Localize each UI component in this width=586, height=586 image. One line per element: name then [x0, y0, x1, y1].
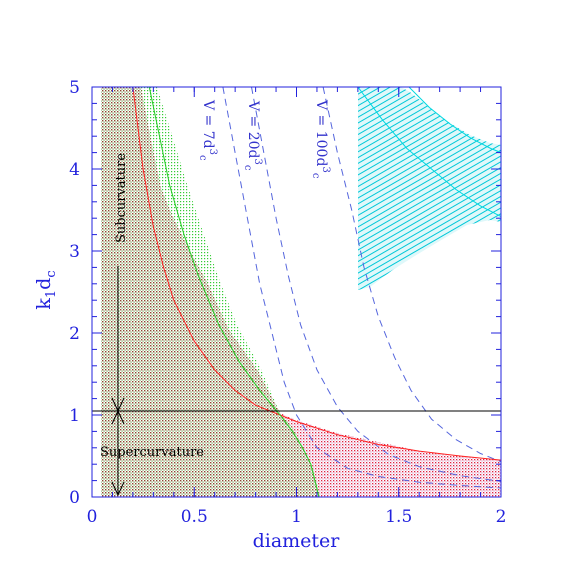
- series-line-0: [222, 87, 501, 489]
- curves-layer: [132, 87, 501, 497]
- x-axis-title: diameter: [253, 530, 341, 552]
- volume-label-1: V = 20d3c: [242, 100, 263, 171]
- cyan-hatched-region: [358, 87, 501, 290]
- y-axis-title-d: d: [33, 278, 55, 290]
- y-tick-label: 3: [69, 242, 80, 262]
- annotation-arrows: [111, 266, 125, 497]
- x-tick-label: 0: [87, 507, 98, 527]
- ticks-layer: 0 0.5 1 1.5 2 0 1 2 3 4 5: [69, 78, 506, 527]
- y-tick-label: 2: [69, 324, 80, 344]
- series-line-1: [251, 87, 501, 482]
- svg-text:k1dc: k1dc: [33, 270, 59, 309]
- x-tick-label: 1: [291, 507, 302, 527]
- green-shaded-region: [137, 87, 280, 413]
- volume-labels: V = 7d3c V = 20d3c V = 100d3c: [197, 99, 331, 179]
- supercurvature-label: Supercurvature: [100, 445, 204, 460]
- plot-area: [92, 87, 501, 497]
- y-tick-label: 4: [69, 160, 80, 180]
- series-line-3: [132, 87, 501, 461]
- x-tick-label: 0.5: [181, 507, 208, 527]
- volume-label-2: V = 100d3c: [310, 99, 331, 179]
- x-tick-label: 1.5: [385, 507, 412, 527]
- y-axis-title-k: k: [33, 298, 55, 310]
- x-tick-label: 2: [496, 507, 507, 527]
- y-tick-label: 1: [69, 406, 80, 426]
- series-line-2: [322, 87, 501, 463]
- brown-shaded-region: [101, 87, 320, 497]
- y-axis-title-sub1: 1: [44, 290, 59, 298]
- series-line-6: [408, 87, 501, 154]
- y-tick-label: 5: [69, 78, 80, 98]
- volume-label-0: V = 7d3c: [197, 99, 218, 161]
- series-line-5: [357, 87, 501, 218]
- series-line-4: [148, 87, 320, 497]
- y-axis-title-sub2: c: [44, 270, 59, 277]
- y-axis-title: k1dc: [33, 270, 59, 309]
- y-tick-label: 0: [69, 488, 80, 508]
- subcurvature-label: Subcurvature: [114, 153, 129, 243]
